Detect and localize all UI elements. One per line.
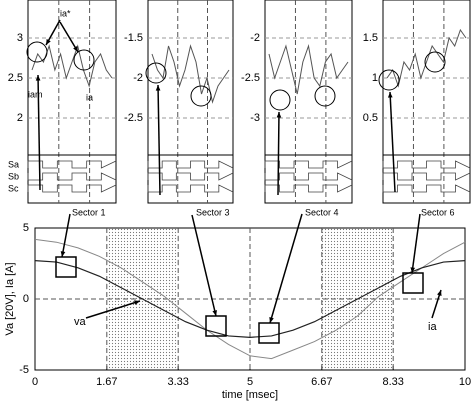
annotation: ia	[86, 92, 93, 102]
arrow-head	[73, 46, 78, 52]
y-tick-label: 3	[17, 32, 23, 44]
zoom-box	[402, 272, 424, 294]
y-axis-label: Va [20V], Ia [A]	[4, 262, 16, 335]
switch-signal	[27, 184, 117, 193]
switch-label: Sc	[8, 183, 19, 193]
switch-label: Sb	[8, 171, 19, 181]
zoom-box	[55, 256, 77, 278]
arrow	[61, 213, 71, 258]
marker-circle	[190, 85, 212, 107]
zoom-box	[258, 322, 280, 344]
y-tick-label: -1.5	[124, 32, 143, 44]
marker-circle	[73, 49, 95, 71]
panel-frame	[147, 0, 234, 204]
y-tick-label: 2.5	[8, 72, 23, 84]
marker-circle	[269, 89, 291, 111]
marker-circle	[378, 69, 400, 91]
x-tick-label: 6.67	[311, 376, 332, 388]
arrow-head	[276, 112, 282, 118]
sector-label: Sector 6	[421, 207, 455, 217]
switch-signal	[264, 172, 353, 181]
switch-label: Sa	[8, 159, 19, 169]
y-tick-label: 0.5	[363, 112, 378, 124]
current-trace	[268, 44, 349, 95]
arrow-head	[46, 39, 51, 45]
arrow-head	[155, 85, 161, 91]
switch-signal	[147, 172, 234, 181]
marker-circle	[145, 62, 167, 84]
current-trace	[386, 28, 467, 88]
arrow-head	[134, 300, 140, 305]
y-tick-label: -2	[250, 32, 260, 44]
x-tick-label: 8.33	[382, 376, 403, 388]
switch-signal	[382, 172, 471, 181]
arrow	[157, 84, 161, 196]
sector-label: Sector 4	[305, 207, 339, 217]
x-tick-label: 3.33	[167, 376, 188, 388]
x-tick-label: 0	[32, 376, 38, 388]
annotation: iam	[28, 89, 43, 99]
current-trace	[31, 44, 113, 88]
series-label: va	[74, 316, 87, 328]
y-tick-label: -2.5	[124, 112, 143, 124]
switch-signal	[382, 184, 471, 193]
y-tick-label: -2	[133, 72, 143, 84]
arrow	[37, 74, 41, 191]
switch-signal	[264, 160, 353, 169]
marker-circle	[26, 41, 48, 63]
series-line	[34, 260, 466, 338]
y-tick-label: -5	[19, 364, 29, 376]
annotation: ia*	[60, 8, 71, 18]
arrow-head	[387, 92, 393, 98]
x-tick-label: 10	[459, 376, 471, 388]
x-tick-label: 1.67	[96, 376, 117, 388]
x-tick-label: 5	[247, 376, 253, 388]
sector-label: Sector 3	[196, 207, 230, 217]
arrow-head	[437, 290, 442, 296]
switch-signal	[264, 184, 353, 193]
switch-signal	[382, 160, 471, 169]
current-trace	[151, 44, 230, 104]
arrow	[277, 111, 280, 196]
arrow-head	[212, 310, 217, 316]
switch-signal	[147, 184, 234, 193]
arrow	[411, 213, 421, 274]
arrow-head	[269, 317, 274, 323]
arrow-head	[410, 267, 416, 273]
series-line	[34, 238, 466, 360]
arrow	[389, 91, 396, 193]
arrow-head	[35, 75, 41, 81]
switch-signal	[27, 172, 117, 181]
y-tick-label: -2.5	[241, 72, 260, 84]
y-tick-label: 2	[17, 112, 23, 124]
marker-circle	[314, 85, 336, 107]
arrow	[85, 300, 141, 319]
arrow	[269, 213, 303, 324]
panel-frame	[382, 0, 471, 204]
arrow	[191, 214, 217, 317]
arrow	[59, 21, 79, 53]
panel-frame	[27, 0, 117, 204]
marker-circle	[424, 51, 446, 73]
x-axis-label: time [msec]	[222, 389, 278, 401]
series-label: ia	[428, 321, 437, 333]
y-tick-label: 5	[23, 222, 29, 234]
y-tick-label: 1	[372, 72, 378, 84]
y-tick-label: 0	[23, 293, 29, 305]
panel-frame	[264, 0, 353, 204]
switch-signal	[27, 160, 117, 169]
sector-label: Sector 1	[72, 207, 106, 217]
arrow-head	[60, 251, 66, 257]
y-tick-label: 1.5	[363, 32, 378, 44]
y-tick-label: -3	[250, 112, 260, 124]
switch-signal	[147, 160, 234, 169]
